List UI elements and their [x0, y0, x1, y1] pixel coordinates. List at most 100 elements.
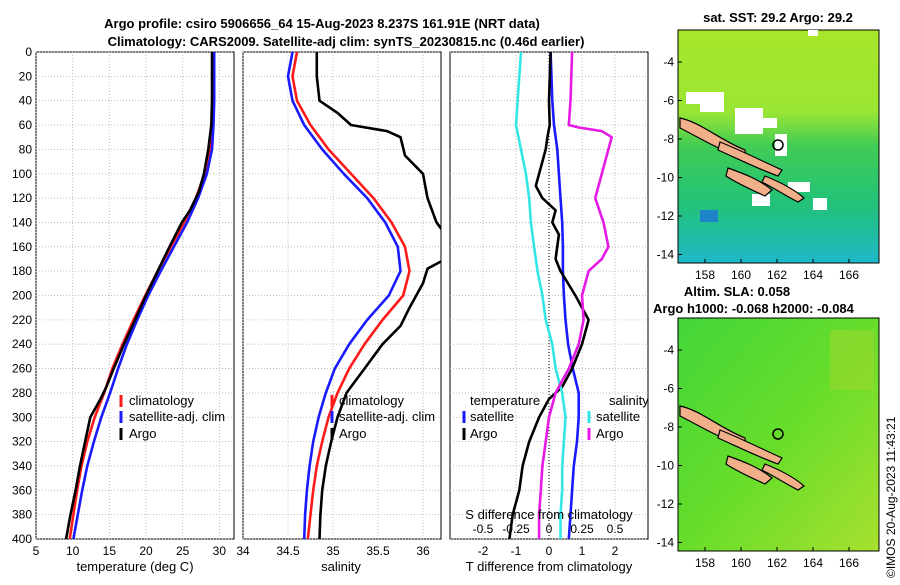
- salinity-grid: [242, 51, 441, 540]
- series-line-satellite-adj-clim: [286, 52, 402, 539]
- map-x-tick-label: 160: [731, 556, 751, 570]
- legend-label-climatology: climatology: [129, 393, 195, 408]
- temperature-legend: climatology satellite-adj. clim Argo: [119, 393, 225, 441]
- y-tick-label: 160: [12, 240, 32, 254]
- x-tick-label: 35.5: [366, 544, 390, 558]
- salinity-xticks: 34 34.5 35 35.5 36: [236, 544, 430, 558]
- x-tick-label: 1: [579, 544, 586, 558]
- y-tick-label: 140: [12, 215, 32, 229]
- map-y-tick-label: -8: [663, 132, 674, 146]
- y-tick-label: 280: [12, 386, 32, 400]
- temperature-series: [64, 52, 216, 539]
- tdiff-xticks: -2 -1 0 1 2: [478, 544, 619, 558]
- y-tick-label: 320: [12, 435, 32, 449]
- salinity-legend: climatology satellite-adj. clim Argo: [330, 393, 435, 441]
- legend-label-sal-satellite: satellite: [596, 409, 640, 424]
- x-tick-label: 2: [612, 544, 619, 558]
- figure-title-line1: Argo profile: csiro 5906656_64 15-Aug-20…: [104, 16, 540, 31]
- x-tick-label: 34: [236, 544, 250, 558]
- x-tick-label: 20: [139, 544, 153, 558]
- sst-argo-marker: [772, 139, 784, 151]
- y-tick-label: 60: [19, 118, 33, 132]
- sla-argo-marker: [772, 428, 784, 440]
- difference-series: [508, 52, 614, 539]
- sst-yticks: -4 -6 -8 -10 -12 -14: [657, 55, 682, 262]
- x-tick-label: 5: [33, 544, 40, 558]
- map-x-tick-label: 162: [767, 268, 787, 282]
- map-y-tick-label: -10: [657, 171, 675, 185]
- depth-yticks: 0 20 40 60 80 100 120 140 160 180 200 220 240 260 280 3…: [12, 45, 32, 546]
- y-tick-label: 0: [25, 45, 32, 59]
- sdiff-tick-label: -0.5: [473, 522, 494, 536]
- legend-label-argo: Argo: [339, 426, 366, 441]
- sdiff-tick-label: 0.25: [570, 522, 594, 536]
- map-x-tick-label: 158: [695, 556, 715, 570]
- x-tick-label: -2: [478, 544, 489, 558]
- y-tick-label: 180: [12, 264, 32, 278]
- map-y-tick-label: -14: [657, 248, 675, 262]
- y-tick-label: 80: [19, 142, 33, 156]
- figure-title-line2: Climatology: CARS2009. Satellite-adj cli…: [108, 34, 585, 49]
- salinity-xlabel: salinity: [321, 559, 361, 574]
- sdiff-tick-label: 0: [546, 522, 553, 536]
- y-tick-label: 40: [19, 94, 33, 108]
- sst-islands: [679, 117, 805, 203]
- y-tick-label: 340: [12, 459, 32, 473]
- map-y-tick-label: -4: [663, 55, 674, 69]
- legend-label-argo: Argo: [129, 426, 156, 441]
- map-x-tick-label: 160: [731, 268, 751, 282]
- legend-label-sal-argo: Argo: [596, 426, 623, 441]
- sla-islands: [679, 405, 805, 491]
- map-y-tick-label: -10: [657, 459, 675, 473]
- sst-map-title: sat. SST: 29.2 Argo: 29.2: [703, 10, 853, 25]
- series-line-climatology: [291, 52, 411, 539]
- legend-label-temp-argo: Argo: [470, 426, 497, 441]
- temperature-panel: 5 10 15 20 25 30 0 20 40 60 80 100 120 140 160 180 200 2…: [12, 45, 235, 574]
- sst-cool-patch: [700, 210, 718, 222]
- x-tick-label: 36: [416, 544, 430, 558]
- legend-label-climatology: climatology: [339, 393, 405, 408]
- map-y-tick-label: -4: [663, 343, 674, 357]
- map-x-tick-label: 164: [803, 268, 823, 282]
- map-x-tick-label: 164: [803, 556, 823, 570]
- map-y-tick-label: -12: [657, 209, 675, 223]
- sdiff-tick-label: 0.5: [607, 522, 624, 536]
- series-line-salinity-satellite: [514, 52, 567, 539]
- y-tick-label: 220: [12, 313, 32, 327]
- map-x-tick-label: 166: [839, 556, 859, 570]
- sla-map: Altim. SLA: 0.058 Argo h1000: -0.068 h20…: [653, 284, 880, 570]
- x-tick-label: 35: [326, 544, 340, 558]
- series-line-salinity-argo: [537, 52, 614, 539]
- sst-missing-data: [686, 30, 827, 210]
- map-y-tick-label: -8: [663, 420, 674, 434]
- y-tick-label: 20: [19, 69, 33, 83]
- salinity-panel: 34 34.5 35 35.5 36 salinity climatology sate…: [236, 51, 442, 574]
- map-y-tick-label: -6: [663, 382, 674, 396]
- x-tick-label: 15: [103, 544, 117, 558]
- legend-label-satellite: satellite-adj. clim: [339, 409, 435, 424]
- x-tick-label: 34.5: [276, 544, 300, 558]
- tdiff-xlabel: T difference from climatology: [466, 559, 633, 574]
- legend-label-temp-satellite: satellite: [470, 409, 514, 424]
- series-line-argo: [64, 52, 214, 539]
- y-tick-label: 360: [12, 483, 32, 497]
- sla-xticks: 158 160 162 164 166: [695, 547, 859, 570]
- map-x-tick-label: 158: [695, 268, 715, 282]
- sdiff-tick-label: -0.25: [502, 522, 530, 536]
- temperature-xticks: 5 10 15 20 25 30: [33, 544, 227, 558]
- x-tick-label: -1: [511, 544, 522, 558]
- sst-map: sat. SST: 29.2 Argo: 29.2 158 160 162 164 16…: [657, 10, 880, 282]
- copyright-stamp: ©IMOS 20-Aug-2023 11:43:21: [884, 416, 898, 578]
- y-tick-label: 100: [12, 167, 32, 181]
- series-line-satellite-adj-clim: [72, 52, 216, 539]
- y-tick-label: 400: [12, 532, 32, 546]
- sla-map-title-line2: Argo h1000: -0.068 h2000: -0.084: [653, 301, 855, 316]
- y-tick-label: 380: [12, 508, 32, 522]
- series-line-temperature-argo: [508, 52, 590, 539]
- y-tick-label: 300: [12, 410, 32, 424]
- sdiff-xlabel: S difference from climatology: [465, 507, 633, 522]
- x-tick-label: 0: [546, 544, 553, 558]
- sst-xticks: 158 160 162 164 166: [695, 259, 859, 282]
- legend-title-temperature: temperature: [470, 393, 540, 408]
